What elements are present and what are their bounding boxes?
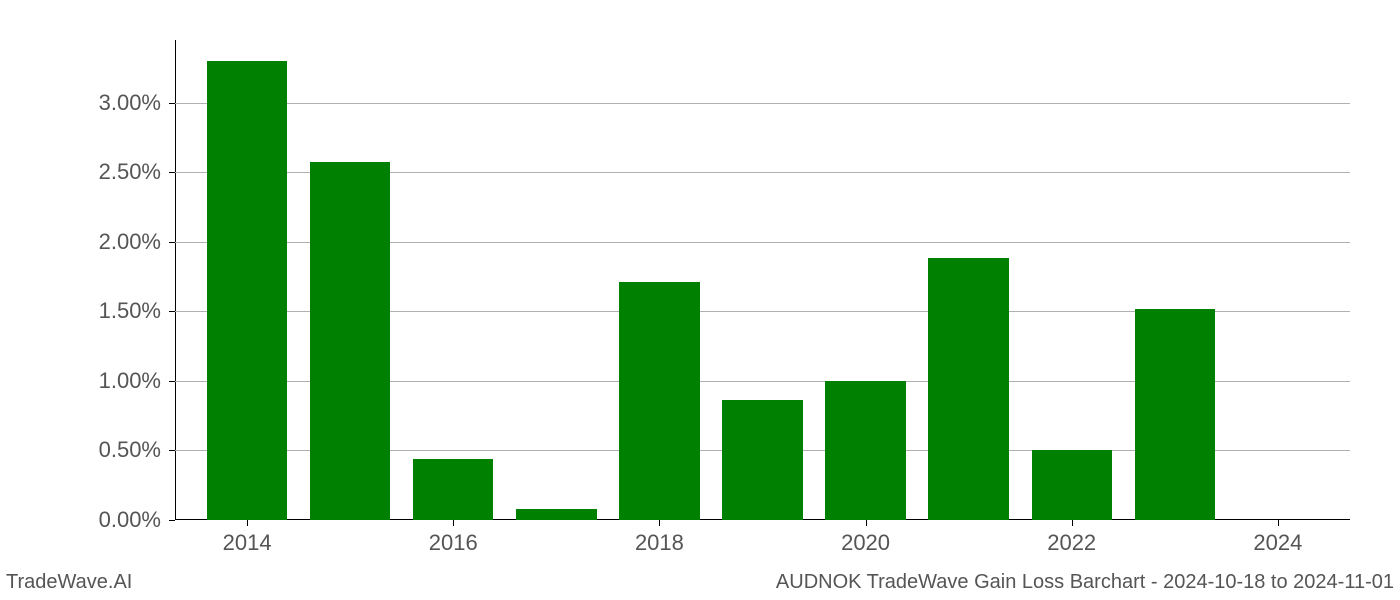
gridline [175, 103, 1350, 104]
chart-plot-area: 0.00%0.50%1.00%1.50%2.00%2.50%3.00%20142… [175, 40, 1350, 520]
bar [413, 459, 493, 520]
y-tick-label: 3.00% [99, 90, 175, 116]
x-tick-label: 2022 [1047, 520, 1096, 556]
plot-surface: 0.00%0.50%1.00%1.50%2.00%2.50%3.00%20142… [175, 40, 1350, 520]
x-tick-label: 2024 [1253, 520, 1302, 556]
y-tick-label: 2.00% [99, 229, 175, 255]
bar [516, 509, 596, 520]
bar [1135, 309, 1215, 520]
x-tick-label: 2014 [223, 520, 272, 556]
x-tick-label: 2020 [841, 520, 890, 556]
bar [928, 258, 1008, 520]
bar [310, 162, 390, 520]
y-axis-spine [175, 40, 176, 520]
y-tick-label: 1.50% [99, 298, 175, 324]
bar [619, 282, 699, 520]
bar [722, 400, 802, 520]
bar [1032, 450, 1112, 520]
y-tick-label: 2.50% [99, 159, 175, 185]
x-tick-label: 2018 [635, 520, 684, 556]
bar [825, 381, 905, 520]
y-tick-label: 1.00% [99, 368, 175, 394]
y-tick-label: 0.50% [99, 437, 175, 463]
y-tick-label: 0.00% [99, 507, 175, 533]
x-tick-label: 2016 [429, 520, 478, 556]
footer-brand: TradeWave.AI [6, 571, 132, 594]
footer-caption: AUDNOK TradeWave Gain Loss Barchart - 20… [776, 571, 1394, 594]
bar [207, 61, 287, 520]
